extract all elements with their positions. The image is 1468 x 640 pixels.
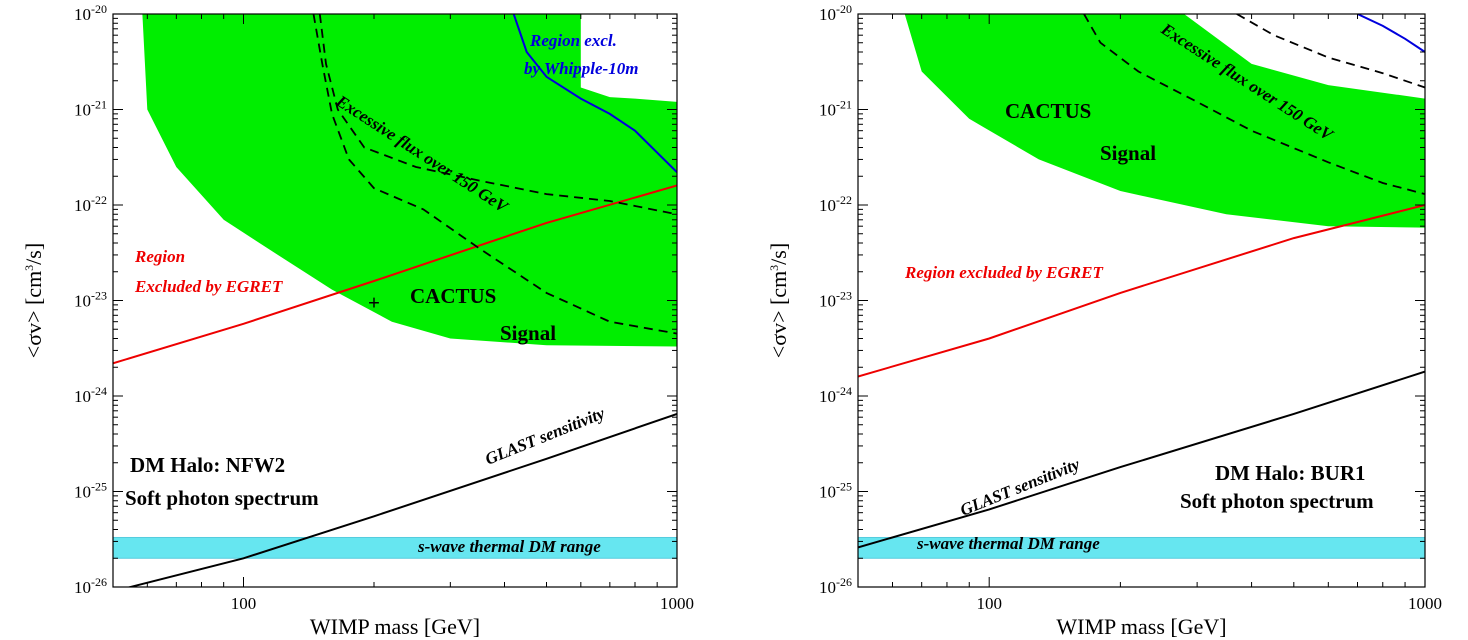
glast-label: GLAST sensitivity <box>957 454 1082 519</box>
y-tick-label: 10-20 <box>74 2 107 24</box>
y-axis-title-exponent: 3 <box>22 265 36 271</box>
x-axis-title: WIMP mass [GeV] <box>1056 614 1226 639</box>
y-tick-exponent: -23 <box>91 289 107 303</box>
y-tick-exponent: -25 <box>836 480 852 494</box>
y-tick-label: 10-23 <box>819 289 852 311</box>
series-line-2 <box>858 204 1425 378</box>
signal-label-signal: Signal <box>1100 141 1156 165</box>
signal-band <box>113 14 677 347</box>
y-axis-title-exponent: 3 <box>767 265 781 271</box>
x-tick-label: 100 <box>976 594 1002 613</box>
thermal-band <box>858 536 1425 559</box>
y-tick-label: 10-26 <box>74 575 107 597</box>
y-axis-title: <σv> [cm3/s] <box>766 243 791 358</box>
thermal-label: s-wave thermal DM range <box>916 534 1100 553</box>
egret-label-2: Excluded by EGRET <box>134 277 283 296</box>
y-axis-title: <σv> [cm3/s] <box>21 243 46 358</box>
chart-panel-1: 10-26 10-25 10-24 10-23 10-22 10-21 10-20 100 10… <box>21 2 694 639</box>
thermal-label: s-wave thermal DM range <box>417 537 601 556</box>
plot-area <box>113 14 677 587</box>
x-axis-title: WIMP mass [GeV] <box>310 614 480 639</box>
x-tick-label: 100 <box>231 594 257 613</box>
plot-area <box>858 14 1425 559</box>
y-tick-exponent: -22 <box>836 193 852 207</box>
y-tick-exponent: -24 <box>836 384 852 398</box>
y-tick-label: 10-21 <box>74 98 107 120</box>
series-line-6 <box>1357 14 1425 53</box>
halo-label: DM Halo: NFW2 <box>130 453 285 477</box>
y-axis-title-unit: /s] <box>21 243 46 265</box>
signal-band <box>876 14 1425 228</box>
y-tick-label: 10-26 <box>819 575 852 597</box>
y-tick-label: 10-25 <box>74 480 107 502</box>
spectrum-label: Soft photon spectrum <box>1180 489 1374 513</box>
signal-label-signal: Signal <box>500 321 556 345</box>
y-tick-exponent: -26 <box>836 575 852 589</box>
y-tick-label: 10-23 <box>74 289 107 311</box>
y-tick-label: 10-24 <box>74 384 107 406</box>
series-line-3 <box>858 370 1425 549</box>
whipple-label: Region excl. <box>529 31 617 50</box>
x-tick-label: 1000 <box>660 594 694 613</box>
best-fit-marker: + <box>368 291 380 315</box>
signal-label-cactus: CACTUS <box>1005 99 1091 123</box>
series-dashed-5 <box>318 14 677 216</box>
y-tick-label: 10-21 <box>819 98 852 120</box>
y-tick-exponent: -20 <box>91 2 107 16</box>
series-dashed-4 <box>312 14 677 335</box>
y-tick-exponent: -24 <box>91 384 107 398</box>
y-tick-exponent: -22 <box>91 193 107 207</box>
y-tick-label: 10-20 <box>819 2 852 24</box>
y-tick-label: 10-22 <box>74 193 107 215</box>
y-tick-label: 10-25 <box>819 480 852 502</box>
y-tick-exponent: -21 <box>91 98 107 112</box>
y-tick-label: 10-24 <box>819 384 852 406</box>
halo-label: DM Halo: BUR1 <box>1215 461 1366 485</box>
egret-label: Region excluded by EGRET <box>904 263 1103 282</box>
signal-label-cactus: CACTUS <box>410 284 496 308</box>
x-tick-label: 1000 <box>1408 594 1442 613</box>
thermal-band <box>113 536 677 559</box>
series-dashed-5 <box>1236 14 1425 89</box>
spectrum-label: Soft photon spectrum <box>125 486 319 510</box>
whipple-label-2: by Whipple-10m <box>524 59 638 78</box>
egret-label: Region <box>134 247 185 266</box>
y-tick-label: 10-22 <box>819 193 852 215</box>
y-tick-exponent: -23 <box>836 289 852 303</box>
series-line-6 <box>512 14 677 174</box>
series-line-3 <box>126 412 677 587</box>
y-tick-exponent: -25 <box>91 480 107 494</box>
chart-panel-2: 10-26 10-25 10-24 10-23 10-22 10-21 10-20 100 10… <box>766 2 1442 639</box>
series-line-2 <box>113 184 677 365</box>
y-tick-exponent: -20 <box>836 2 852 16</box>
y-axis-title-unit: /s] <box>766 243 791 265</box>
y-tick-exponent: -26 <box>91 575 107 589</box>
y-tick-exponent: -21 <box>836 98 852 112</box>
